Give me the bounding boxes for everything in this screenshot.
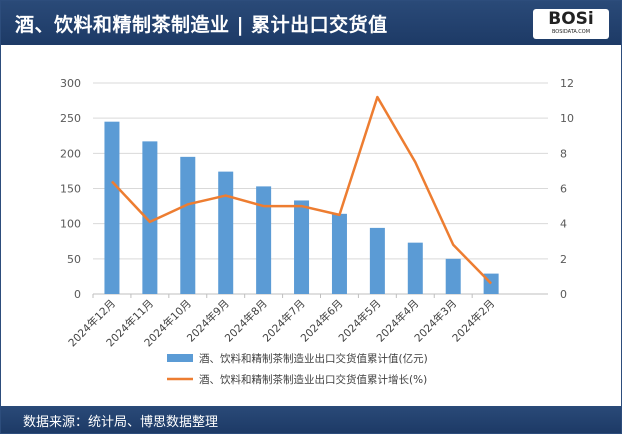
left-tick-label: 150 bbox=[60, 183, 81, 196]
right-tick-label: 6 bbox=[560, 183, 567, 196]
bar bbox=[218, 171, 234, 294]
right-tick-label: 0 bbox=[560, 288, 567, 301]
right-tick-label: 8 bbox=[560, 147, 567, 160]
right-tick-label: 4 bbox=[560, 218, 567, 231]
header: 酒、饮料和精制茶制造业 | 累计出口交货值 BOSi BOSIDATA.COM bbox=[1, 1, 621, 45]
bar bbox=[369, 227, 385, 294]
bar bbox=[104, 121, 120, 294]
left-tick-label: 250 bbox=[60, 112, 81, 125]
legend-bar-label: 酒、饮料和精制茶制造业出口交货值累计值(亿元) bbox=[199, 352, 428, 365]
left-tick-label: 50 bbox=[67, 253, 81, 266]
bar bbox=[256, 186, 272, 294]
left-tick-label: 200 bbox=[60, 147, 81, 160]
left-tick-label: 300 bbox=[60, 77, 81, 90]
bar bbox=[331, 213, 347, 294]
page-title: 酒、饮料和精制茶制造业 | 累计出口交货值 bbox=[15, 14, 388, 36]
right-tick-label: 2 bbox=[560, 253, 567, 266]
logo: BOSi BOSIDATA.COM bbox=[533, 9, 609, 39]
chart: 0501001502002503000246810122024年12月2024年… bbox=[60, 77, 574, 386]
bar bbox=[407, 242, 423, 294]
logo-text: BOSi bbox=[548, 9, 594, 29]
right-tick-label: 12 bbox=[560, 77, 574, 90]
left-tick-label: 100 bbox=[60, 218, 81, 231]
legend-bar-swatch bbox=[167, 354, 193, 362]
data-source: 数据来源：统计局、博思数据整理 bbox=[23, 415, 219, 430]
footer: 数据来源：统计局、博思数据整理 bbox=[1, 406, 621, 433]
right-tick-label: 10 bbox=[560, 112, 574, 125]
bar bbox=[142, 141, 158, 294]
bar bbox=[294, 200, 310, 294]
logo-subtext: BOSIDATA.COM bbox=[551, 29, 591, 35]
left-tick-label: 0 bbox=[74, 288, 81, 301]
bar bbox=[180, 156, 196, 294]
legend-line-label: 酒、饮料和精制茶制造业出口交货值累计增长(%) bbox=[199, 373, 427, 386]
bar bbox=[445, 258, 461, 294]
